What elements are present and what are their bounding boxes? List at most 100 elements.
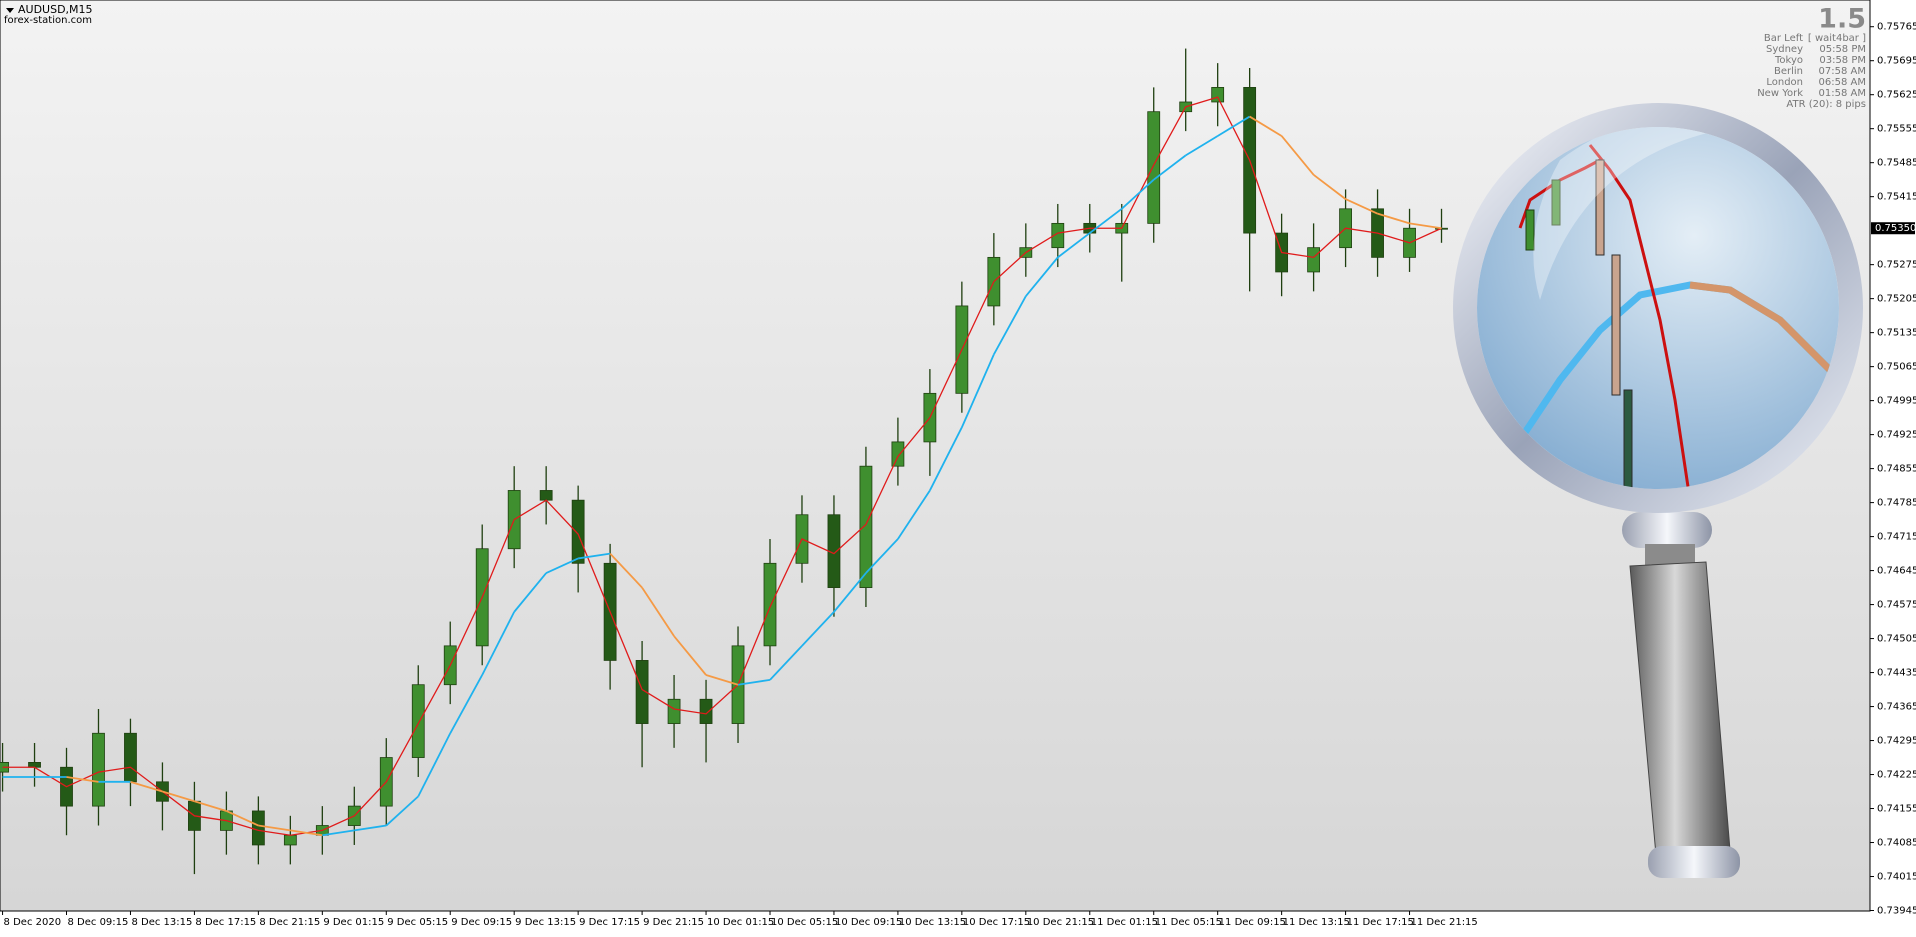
moving-average-segment	[961, 354, 995, 428]
candle-body	[891, 441, 905, 467]
menu-arrow[interactable]	[6, 8, 14, 13]
info-label: New York	[1757, 88, 1803, 99]
current-price-box	[1871, 222, 1915, 235]
x-tick-label: 11 Dec 21:15	[1411, 917, 1478, 928]
x-tick-label: 10 Dec 21:15	[1027, 917, 1094, 928]
lens-content	[1517, 127, 1833, 489]
moving-average-segment	[1249, 115, 1283, 137]
x-tick-label: 9 Dec 21:15	[643, 917, 704, 928]
x-tick-label: 11 Dec 17:15	[1347, 917, 1414, 928]
y-tick-label: 0.75625	[1877, 90, 1916, 101]
x-tick-label: 9 Dec 01:15	[323, 917, 384, 928]
moving-average-segment	[865, 538, 899, 574]
moving-average-segment	[130, 780, 163, 793]
moving-average-segment	[481, 611, 515, 676]
y-tick-label: 0.74925	[1877, 430, 1916, 441]
lens-line	[1588, 144, 1692, 489]
moving-average-segment	[993, 295, 1027, 355]
info-text: 03:58 PM	[1819, 55, 1866, 66]
x-tick-label: 10 Dec 09:15	[835, 917, 902, 928]
moving-average-segment	[578, 552, 611, 560]
x-tick-label: 9 Dec 05:15	[387, 917, 448, 928]
x-tick-label: 8 Dec 13:15	[131, 917, 192, 928]
moving-average-segment	[705, 674, 739, 686]
x-tick-label: 9 Dec 09:15	[451, 917, 512, 928]
info-label: Berlin	[1774, 66, 1803, 77]
lens-candle	[1611, 254, 1621, 396]
info-text: 06:58 AM	[1819, 77, 1866, 88]
moving-average-segment	[1377, 212, 1410, 225]
moving-average-segment	[801, 611, 835, 647]
moving-average-segment	[1089, 208, 1123, 234]
info-value: 1.5	[1818, 4, 1866, 35]
moving-average-segment	[1280, 135, 1315, 176]
x-tick-label: 9 Dec 13:15	[515, 917, 576, 928]
info-label: Bar Left	[1764, 33, 1803, 44]
moving-average-segment	[1025, 256, 1059, 297]
y-tick-label: 0.75275	[1877, 260, 1916, 271]
y-tick-label: 0.74505	[1877, 634, 1916, 645]
x-tick-label: 9 Dec 17:15	[579, 917, 640, 928]
moving-average-segment	[929, 426, 963, 491]
lens-ring	[1453, 103, 1863, 513]
candle-body	[571, 499, 585, 564]
x-tick-label: 11 Dec 09:15	[1219, 917, 1286, 928]
info-label: Sydney	[1766, 44, 1803, 55]
x-tick-label: 8 Dec 17:15	[195, 917, 256, 928]
moving-average-segment	[162, 790, 195, 803]
current-price-label: 0.75350	[1875, 223, 1916, 234]
moving-average-segment	[1217, 115, 1251, 137]
moving-average-segment	[322, 829, 355, 837]
y-tick-label: 0.75695	[1877, 56, 1916, 67]
axes: 0.75765 0.75695 0.75625 0.75555 0.75485 0.754…	[2, 22, 1916, 928]
moving-average-segment	[1345, 198, 1378, 215]
candle-body	[92, 732, 105, 807]
moving-average-segment	[769, 645, 803, 681]
y-tick-label: 0.74785	[1877, 498, 1916, 509]
moving-average-segment	[897, 489, 931, 540]
symbol: AUDUSD,M15	[18, 3, 93, 16]
handle-end	[1648, 846, 1740, 878]
info-label: Tokyo	[1774, 55, 1803, 66]
info-panel: Bar Left [ wait4bar ] Sydney 05:58 PM Tokyo 0…	[1757, 33, 1866, 99]
moving-average-segment	[1185, 135, 1219, 157]
moving-average-segment	[833, 572, 867, 613]
lens-candle	[1525, 209, 1535, 251]
info-label: London	[1766, 77, 1803, 88]
x-tick-label: 10 Dec 13:15	[899, 917, 966, 928]
moving-average-segment	[737, 678, 771, 686]
y-tick-label: 0.74575	[1877, 600, 1916, 611]
candle-body	[667, 698, 681, 724]
y-tick-label: 0.74995	[1877, 396, 1916, 407]
magnifier	[1453, 103, 1863, 878]
candle-body	[699, 698, 713, 724]
moving-average-segment	[449, 674, 483, 734]
info-text: [ wait4bar ]	[1808, 33, 1866, 44]
x-tick-label: 11 Dec 13:15	[1283, 917, 1350, 928]
moving-average	[2, 96, 1442, 836]
moving-average-segment	[1057, 232, 1091, 259]
lens-glare	[1533, 127, 1720, 300]
y-tick-label: 0.75205	[1877, 294, 1916, 305]
x-tick-label: 10 Dec 17:15	[963, 917, 1030, 928]
x-tick-label: 11 Dec 05:15	[1155, 917, 1222, 928]
moving-average-segment	[1409, 222, 1442, 230]
handle-collar	[1622, 512, 1712, 548]
plot	[0, 48, 1448, 875]
y-tick-label: 0.75485	[1877, 158, 1916, 169]
y-tick-label: 0.74225	[1877, 770, 1916, 781]
info-text: 05:58 PM	[1819, 44, 1866, 55]
candle-body	[763, 562, 777, 647]
info-text: 01:58 AM	[1819, 88, 1866, 99]
candle-body	[1147, 111, 1161, 224]
moving-average-segment	[609, 552, 643, 589]
moving-average-segment	[1121, 179, 1155, 210]
candle-body	[1051, 222, 1065, 249]
atr: ATR (20): 8 pips	[1786, 99, 1866, 110]
candle-body	[283, 834, 297, 846]
moving-average-segment	[1153, 154, 1187, 181]
y-tick-label: 0.74155	[1877, 804, 1916, 815]
moving-average-segment	[545, 557, 579, 574]
x-tick-label: 8 Dec 09:15	[68, 917, 129, 928]
